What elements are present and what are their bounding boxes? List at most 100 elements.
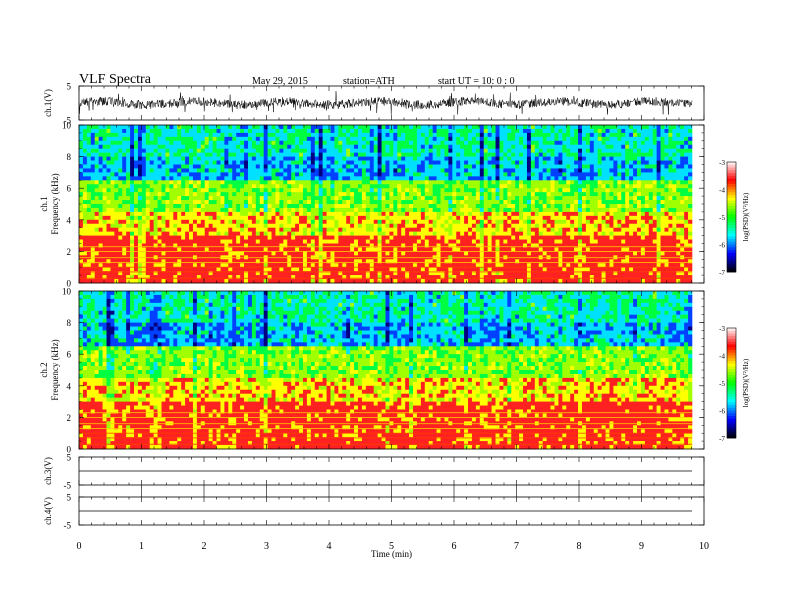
psd-cell <box>192 172 198 177</box>
psd-cell <box>295 160 300 165</box>
psd-cell <box>173 188 178 193</box>
psd-cell <box>688 136 693 142</box>
psd-cell <box>196 215 202 221</box>
psd-cell <box>137 207 143 213</box>
psd-cell <box>405 128 410 134</box>
psd-cell <box>137 211 143 217</box>
psd-cell <box>346 136 351 142</box>
psd-cell <box>322 160 327 165</box>
psd-cell <box>652 164 657 169</box>
psd-cell <box>471 239 477 244</box>
psd-cell <box>479 184 485 189</box>
psd-cell <box>326 184 331 189</box>
psd-cell <box>589 148 595 153</box>
psd-cell <box>263 235 268 240</box>
psd-cell <box>369 148 375 153</box>
psd-cell <box>440 200 445 205</box>
psd-cell <box>295 192 300 197</box>
psd-cell <box>664 231 669 236</box>
psd-cell <box>224 247 229 252</box>
psd-cell <box>181 231 186 236</box>
psd-cell <box>240 211 245 217</box>
psd-cell <box>640 132 646 138</box>
psd-cell <box>519 176 524 181</box>
psd-cell <box>534 207 540 213</box>
psd-cell <box>507 239 512 244</box>
psd-cell <box>275 204 280 209</box>
psd-cell <box>145 144 151 149</box>
psd-cell <box>499 148 504 153</box>
psd-cell <box>409 128 414 134</box>
psd-cell <box>299 152 304 157</box>
psd-cell <box>338 243 343 248</box>
psd-cell <box>299 239 304 244</box>
psd-cell <box>424 180 430 185</box>
psd-cell <box>405 200 410 205</box>
psd-cell <box>409 188 414 193</box>
psd-cell <box>589 227 595 232</box>
psd-cell <box>228 239 233 244</box>
psd-cell <box>420 164 426 169</box>
psd-cell <box>192 204 198 209</box>
psd-cell <box>102 227 107 232</box>
psd-cell <box>672 188 677 193</box>
psd-cell <box>519 184 524 189</box>
psd-cell <box>499 125 504 130</box>
psd-cell <box>118 207 123 213</box>
psd-cell <box>306 211 312 217</box>
psd-cell <box>322 172 327 177</box>
psd-cell <box>279 200 284 205</box>
psd-cell <box>424 211 430 217</box>
psd-cell <box>247 211 253 217</box>
psd-cell <box>259 132 264 138</box>
psd-cell <box>161 200 166 205</box>
psd-cell <box>680 196 685 201</box>
psd-cell <box>534 231 540 236</box>
psd-cell <box>456 168 461 173</box>
psd-cell <box>550 168 555 173</box>
psd-cell <box>503 239 508 244</box>
psd-cell <box>601 227 606 232</box>
psd-cell <box>149 132 154 138</box>
psd-cell <box>204 125 209 130</box>
psd-cell <box>640 172 646 177</box>
psd-cell <box>656 239 661 244</box>
psd-cell <box>578 152 583 157</box>
psd-cell <box>342 128 347 134</box>
psd-cell <box>468 156 473 161</box>
psd-cell <box>263 231 268 236</box>
psd-cell <box>452 235 457 240</box>
psd-cell <box>283 243 288 248</box>
psd-cell <box>373 200 378 205</box>
psd-cell <box>503 152 508 157</box>
psd-cell <box>334 227 339 232</box>
psd-cell <box>621 231 626 236</box>
psd-cell <box>271 156 276 161</box>
psd-cell <box>393 176 398 181</box>
psd-cell <box>629 148 634 153</box>
psd-cell <box>306 200 312 205</box>
psd-cell <box>483 132 488 138</box>
psd-cell <box>122 164 127 169</box>
psd-cell <box>409 211 414 217</box>
psd-cell <box>574 231 579 236</box>
psd-cell <box>495 172 500 177</box>
psd-cell <box>530 223 536 228</box>
psd-cell <box>684 140 689 146</box>
psd-cell <box>534 136 540 142</box>
psd-cell <box>122 211 127 217</box>
psd-cell <box>511 132 516 138</box>
psd-cell <box>483 172 488 177</box>
psd-cell <box>94 136 99 142</box>
psd-cell <box>232 125 237 130</box>
psd-cell <box>177 132 182 138</box>
psd-cell <box>397 136 402 142</box>
psd-cell <box>181 180 186 185</box>
psd-cell <box>275 235 280 240</box>
psd-cell <box>613 231 618 236</box>
psd-cell <box>169 188 174 193</box>
psd-cell <box>263 176 268 181</box>
psd-cell <box>365 219 371 225</box>
psd-cell <box>322 235 327 240</box>
psd-cell <box>648 172 654 177</box>
